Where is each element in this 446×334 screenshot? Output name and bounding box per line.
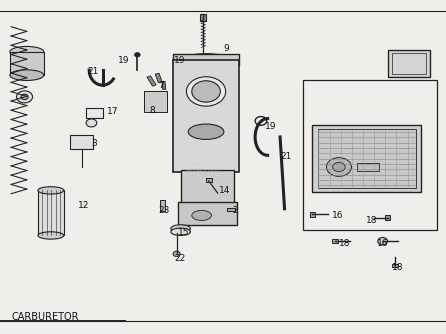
Bar (178, 202, 237, 225)
Ellipse shape (188, 124, 224, 139)
Bar (86, 108, 103, 118)
Bar (357, 163, 379, 171)
Ellipse shape (10, 46, 44, 57)
Text: 18: 18 (366, 216, 377, 225)
Ellipse shape (192, 81, 220, 102)
Text: 12: 12 (78, 201, 90, 210)
Bar (10, 52, 44, 75)
Text: 16: 16 (332, 211, 344, 220)
Text: 16: 16 (377, 239, 388, 248)
Bar (144, 91, 167, 112)
Text: 18: 18 (339, 239, 351, 248)
Bar (200, 14, 206, 21)
Bar (38, 190, 64, 235)
Ellipse shape (171, 228, 190, 235)
Text: 19: 19 (118, 56, 130, 65)
Ellipse shape (38, 187, 64, 194)
Bar (310, 212, 315, 217)
Bar (162, 81, 166, 90)
Ellipse shape (181, 54, 231, 66)
Circle shape (326, 158, 351, 176)
Circle shape (333, 162, 345, 172)
Bar (303, 80, 437, 230)
Bar (227, 208, 235, 211)
Text: 21: 21 (280, 153, 292, 161)
Text: 8: 8 (149, 106, 155, 115)
Ellipse shape (192, 210, 211, 220)
Circle shape (17, 91, 33, 103)
Bar (173, 54, 239, 65)
Circle shape (173, 251, 180, 257)
Text: 17: 17 (107, 108, 119, 116)
Text: CARBURETOR: CARBURETOR (11, 312, 78, 322)
Circle shape (135, 53, 140, 57)
Ellipse shape (38, 232, 64, 239)
Text: 18: 18 (392, 263, 403, 272)
Text: 14: 14 (219, 186, 230, 195)
Circle shape (378, 237, 388, 245)
Text: 23: 23 (158, 206, 170, 215)
Text: 21: 21 (87, 67, 99, 76)
Bar (392, 264, 398, 267)
Bar (318, 129, 416, 188)
Bar (206, 178, 212, 182)
Bar (332, 239, 338, 243)
Bar (392, 53, 426, 74)
Bar (385, 215, 390, 220)
Bar (312, 125, 421, 192)
Bar (147, 76, 156, 86)
Bar (173, 60, 239, 172)
Bar (155, 73, 162, 83)
Text: PARTS
FiSH.com: PARTS FiSH.com (186, 161, 219, 173)
Ellipse shape (171, 225, 190, 232)
Text: 19: 19 (265, 123, 277, 131)
Circle shape (21, 94, 28, 100)
Bar (70, 135, 93, 149)
Bar (160, 200, 165, 211)
Text: 7: 7 (158, 81, 164, 90)
Text: 3: 3 (91, 139, 97, 148)
Text: 15: 15 (178, 228, 190, 236)
Circle shape (86, 119, 97, 127)
Text: 19: 19 (174, 56, 186, 64)
Ellipse shape (186, 77, 226, 106)
Text: 9: 9 (223, 44, 229, 53)
Text: 22: 22 (174, 255, 185, 263)
Text: 2: 2 (232, 206, 238, 215)
Ellipse shape (10, 70, 44, 80)
Bar (181, 170, 234, 204)
Bar (388, 50, 430, 77)
